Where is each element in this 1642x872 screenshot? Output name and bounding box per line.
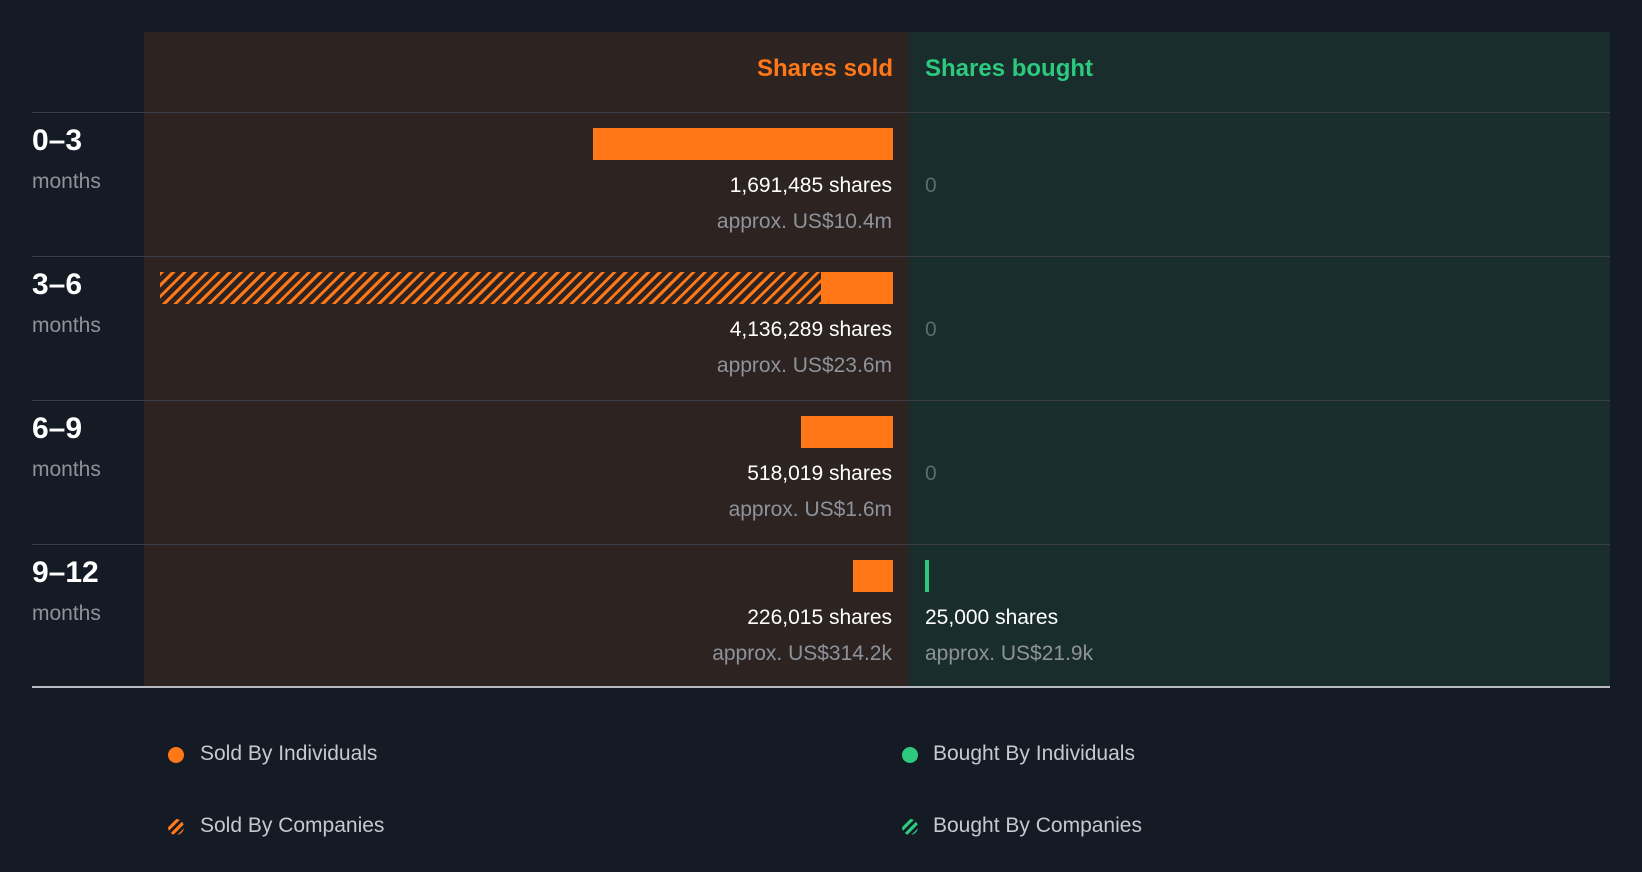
period-unit: months bbox=[32, 458, 101, 481]
bought-zero: 0 bbox=[925, 174, 937, 197]
bought-individuals-bar[interactable] bbox=[925, 560, 929, 592]
period-unit: months bbox=[32, 170, 101, 193]
period-unit: months bbox=[32, 602, 101, 625]
sold-shares: 226,015 shares bbox=[747, 606, 892, 629]
chart-baseline bbox=[32, 686, 1610, 688]
sold-shares: 4,136,289 shares bbox=[729, 318, 892, 341]
legend-sold-companies: Sold By Companies bbox=[200, 814, 385, 837]
legend-bought-companies: Bought By Companies bbox=[933, 814, 1142, 837]
sold-value: approx. US$10.4m bbox=[716, 210, 892, 233]
period-label: 9–12 bbox=[32, 556, 99, 589]
row-divider bbox=[32, 256, 1610, 257]
shares-bought-header: Shares bought bbox=[925, 55, 1094, 82]
sold-shares: 1,691,485 shares bbox=[729, 174, 892, 197]
legend-bought-individuals: Bought By Individuals bbox=[933, 742, 1135, 765]
sold-individuals-bar[interactable] bbox=[853, 560, 893, 592]
shares-sold-header: Shares sold bbox=[756, 55, 893, 82]
row-divider bbox=[32, 112, 1610, 113]
bought-shares: 25,000 shares bbox=[925, 606, 1059, 629]
period-label: 0–3 bbox=[32, 124, 83, 157]
bought-value: approx. US$21.9k bbox=[925, 642, 1094, 665]
sold-companies-bar[interactable] bbox=[160, 272, 821, 304]
period-unit: months bbox=[32, 314, 101, 337]
bought-panel bbox=[909, 32, 1610, 687]
sold-value: approx. US$314.2k bbox=[712, 642, 892, 665]
row-3-6-months: 3–6 months 4,136,289 shares approx. US$2… bbox=[0, 256, 1642, 400]
sold-individuals-bar[interactable] bbox=[593, 128, 893, 160]
bought-individuals-legend-icon bbox=[902, 747, 918, 763]
row-divider bbox=[32, 400, 1610, 401]
sold-individuals-bar[interactable] bbox=[801, 416, 893, 448]
row-6-9-months: 6–9 months 518,019 shares approx. US$1.6… bbox=[0, 400, 1642, 544]
row-0-3-months: 0–3 months 1,691,485 shares approx. US$1… bbox=[0, 112, 1642, 256]
sold-individuals-bar[interactable] bbox=[821, 272, 893, 304]
sold-companies-legend-icon bbox=[168, 819, 184, 835]
period-label: 6–9 bbox=[32, 412, 83, 445]
sold-value: approx. US$1.6m bbox=[728, 498, 892, 521]
row-divider bbox=[32, 544, 1610, 545]
legend-sold-individuals: Sold By Individuals bbox=[200, 742, 378, 765]
sold-shares: 518,019 shares bbox=[747, 462, 892, 485]
sold-value: approx. US$23.6m bbox=[716, 354, 892, 377]
sold-individuals-legend-icon bbox=[168, 747, 184, 763]
row-9-12-months: 9–12 months 226,015 shares approx. US$31… bbox=[0, 544, 1642, 688]
bought-companies-legend-icon bbox=[902, 819, 918, 835]
period-label: 3–6 bbox=[32, 268, 83, 301]
bought-zero: 0 bbox=[925, 462, 937, 485]
bought-zero: 0 bbox=[925, 318, 937, 341]
